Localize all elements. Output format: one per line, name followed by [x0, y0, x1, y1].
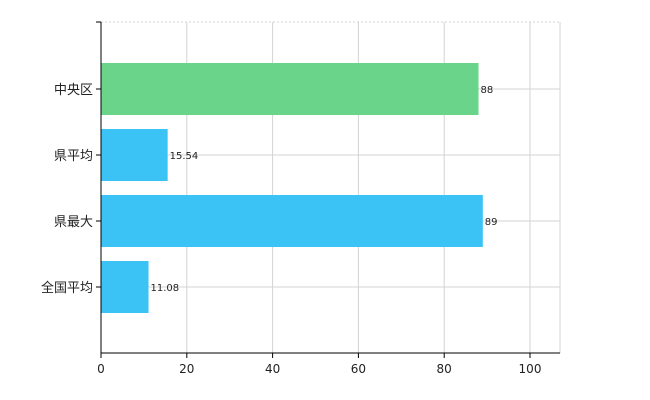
x-tick-label-1: 20 — [179, 362, 194, 376]
category-label-0: 中央区 — [54, 83, 93, 98]
x-tick-label-2: 40 — [265, 362, 280, 376]
data-label-2: 89 — [485, 217, 498, 228]
data-label-0: 88 — [481, 85, 494, 96]
x-axis-ticks: 0 20 40 60 80 100 — [97, 353, 541, 376]
category-label-1: 県平均 — [54, 149, 93, 164]
bar-0 — [101, 63, 479, 115]
bar-3 — [101, 261, 149, 313]
x-tick-label-4: 80 — [437, 362, 452, 376]
bar-2 — [101, 195, 483, 247]
data-label-1: 15.54 — [170, 151, 199, 162]
x-tick-label-3: 60 — [351, 362, 366, 376]
x-tick-label-5: 100 — [519, 362, 542, 376]
category-label-2: 県最大 — [54, 215, 93, 230]
bars — [101, 63, 483, 313]
data-label-3: 11.08 — [151, 283, 180, 294]
data-labels: 88 15.54 89 11.08 — [151, 85, 498, 294]
x-tick-label-0: 0 — [97, 362, 105, 376]
bar-1 — [101, 129, 168, 181]
axes — [100, 22, 561, 354]
category-label-3: 全国平均 — [41, 280, 93, 296]
